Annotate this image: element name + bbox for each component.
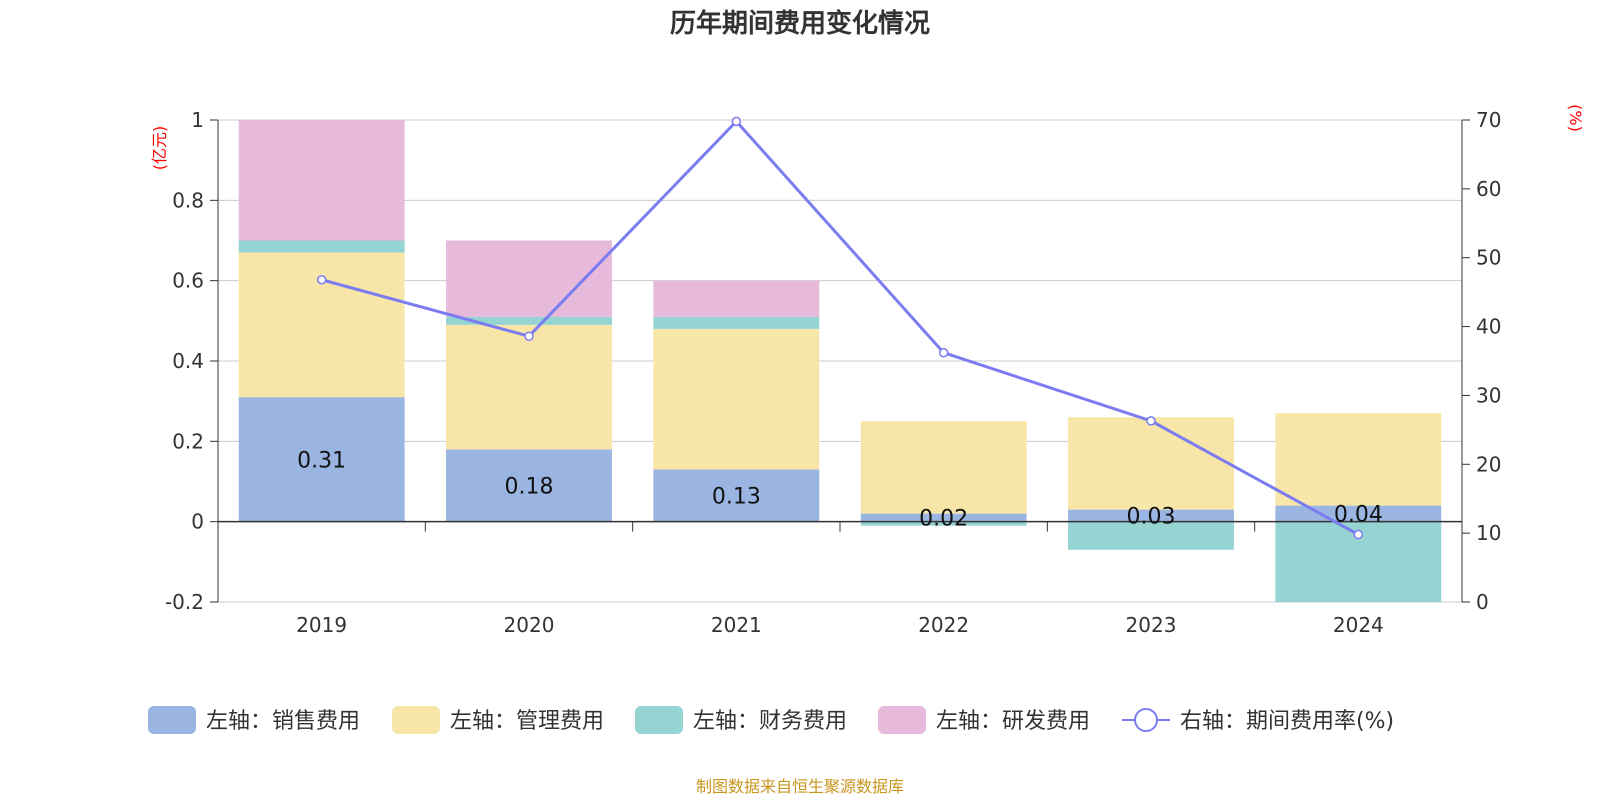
x-tick-label: 2019 (296, 613, 347, 637)
legend-label: 左轴：财务费用 (693, 709, 847, 734)
legend-label: 右轴：期间费用率(%) (1180, 709, 1394, 734)
legend: 左轴：销售费用 左轴：管理费用 左轴：财务费用 左轴：研发费用 右轴：期间费用率(%) (148, 706, 1394, 734)
legend-label: 左轴：管理费用 (450, 709, 604, 734)
right-tick-label: 20 (1476, 452, 1501, 476)
right-tick-label: 60 (1476, 177, 1501, 201)
legend-swatch (392, 706, 440, 734)
bar-segment (1068, 417, 1234, 510)
rate-point (731, 116, 742, 127)
bar-value-label: 0.04 (1334, 503, 1383, 528)
left-tick-label: -0.2 (165, 590, 204, 614)
bar-labels: 0.31 0.18 0.13 0.02 0.03 0.04 (297, 448, 1383, 531)
right-tick-label: 0 (1476, 590, 1489, 614)
chart-title: 历年期间费用变化情况 (670, 8, 930, 39)
x-tick-label: 2024 (1333, 613, 1384, 637)
x-tick-label: 2023 (1126, 613, 1177, 637)
bar-value-label: 0.18 (505, 475, 554, 500)
bar-value-label: 0.02 (919, 507, 968, 532)
rate-point (524, 331, 534, 341)
left-tick-label: 1 (191, 108, 204, 132)
source-note: 制图数据来自恒生聚源数据库 (696, 777, 904, 796)
right-axis-unit: (%) (1566, 104, 1585, 132)
bar-value-label: 0.03 (1127, 505, 1176, 530)
bar-segment (860, 513, 1027, 522)
bar-segment (1068, 521, 1234, 550)
legend-item: 右轴：期间费用率(%) (1122, 708, 1394, 734)
legend-item: 左轴：销售费用 (148, 706, 360, 734)
bar-segment (1275, 413, 1442, 506)
legend-item: 左轴：管理费用 (392, 706, 604, 734)
x-tick-label: 2022 (918, 613, 969, 637)
bar-segment (1275, 505, 1442, 522)
rate-point (1146, 416, 1156, 426)
x-tick-label: 2020 (504, 613, 555, 637)
left-tick-label: 0 (191, 510, 204, 534)
right-tick-label: 40 (1476, 315, 1501, 339)
rate-line (316, 116, 1364, 540)
right-tick-label: 70 (1476, 108, 1501, 132)
bar-value-label: 0.31 (297, 448, 346, 473)
bar-value-label: 0.13 (712, 485, 761, 510)
legend-label: 左轴：销售费用 (206, 709, 360, 734)
legend-item: 左轴：财务费用 (635, 706, 847, 734)
bar-segment (653, 469, 820, 522)
bar-segment (446, 240, 612, 317)
rate-line-path (321, 119, 1360, 536)
bar-segment (238, 252, 405, 398)
bar-segment (1068, 509, 1234, 522)
left-tick-label: 0.8 (172, 188, 204, 212)
bar-segment (860, 421, 1027, 514)
bar-segment (238, 397, 405, 522)
left-tick-label: 0.6 (172, 269, 204, 293)
legend-swatch (148, 706, 196, 734)
left-axis-unit: (亿元) (150, 126, 169, 171)
left-tick-label: 0.4 (172, 349, 204, 373)
rate-point (1353, 529, 1364, 540)
right-tick-label: 10 (1476, 521, 1501, 545)
bar-segment (446, 316, 612, 325)
bar-segment (446, 449, 612, 522)
legend-swatch (878, 706, 926, 734)
rate-point (938, 347, 949, 358)
x-tick-label: 2021 (711, 613, 762, 637)
bar-segment (446, 324, 612, 450)
bar-segment (238, 240, 405, 253)
legend-marker (1134, 708, 1158, 732)
legend-swatch (635, 706, 683, 734)
bar-segment (653, 316, 820, 329)
bar-segment (653, 328, 820, 470)
bar-segment (653, 280, 820, 317)
right-tick-label: 30 (1476, 383, 1501, 407)
bar-segment (860, 521, 1027, 526)
right-tick-label: 50 (1476, 246, 1501, 270)
legend-item: 左轴：研发费用 (878, 706, 1090, 734)
legend-label: 左轴：研发费用 (936, 709, 1090, 734)
left-tick-label: 0.2 (172, 429, 204, 453)
bar-segment (238, 120, 405, 241)
rate-point (316, 274, 327, 285)
